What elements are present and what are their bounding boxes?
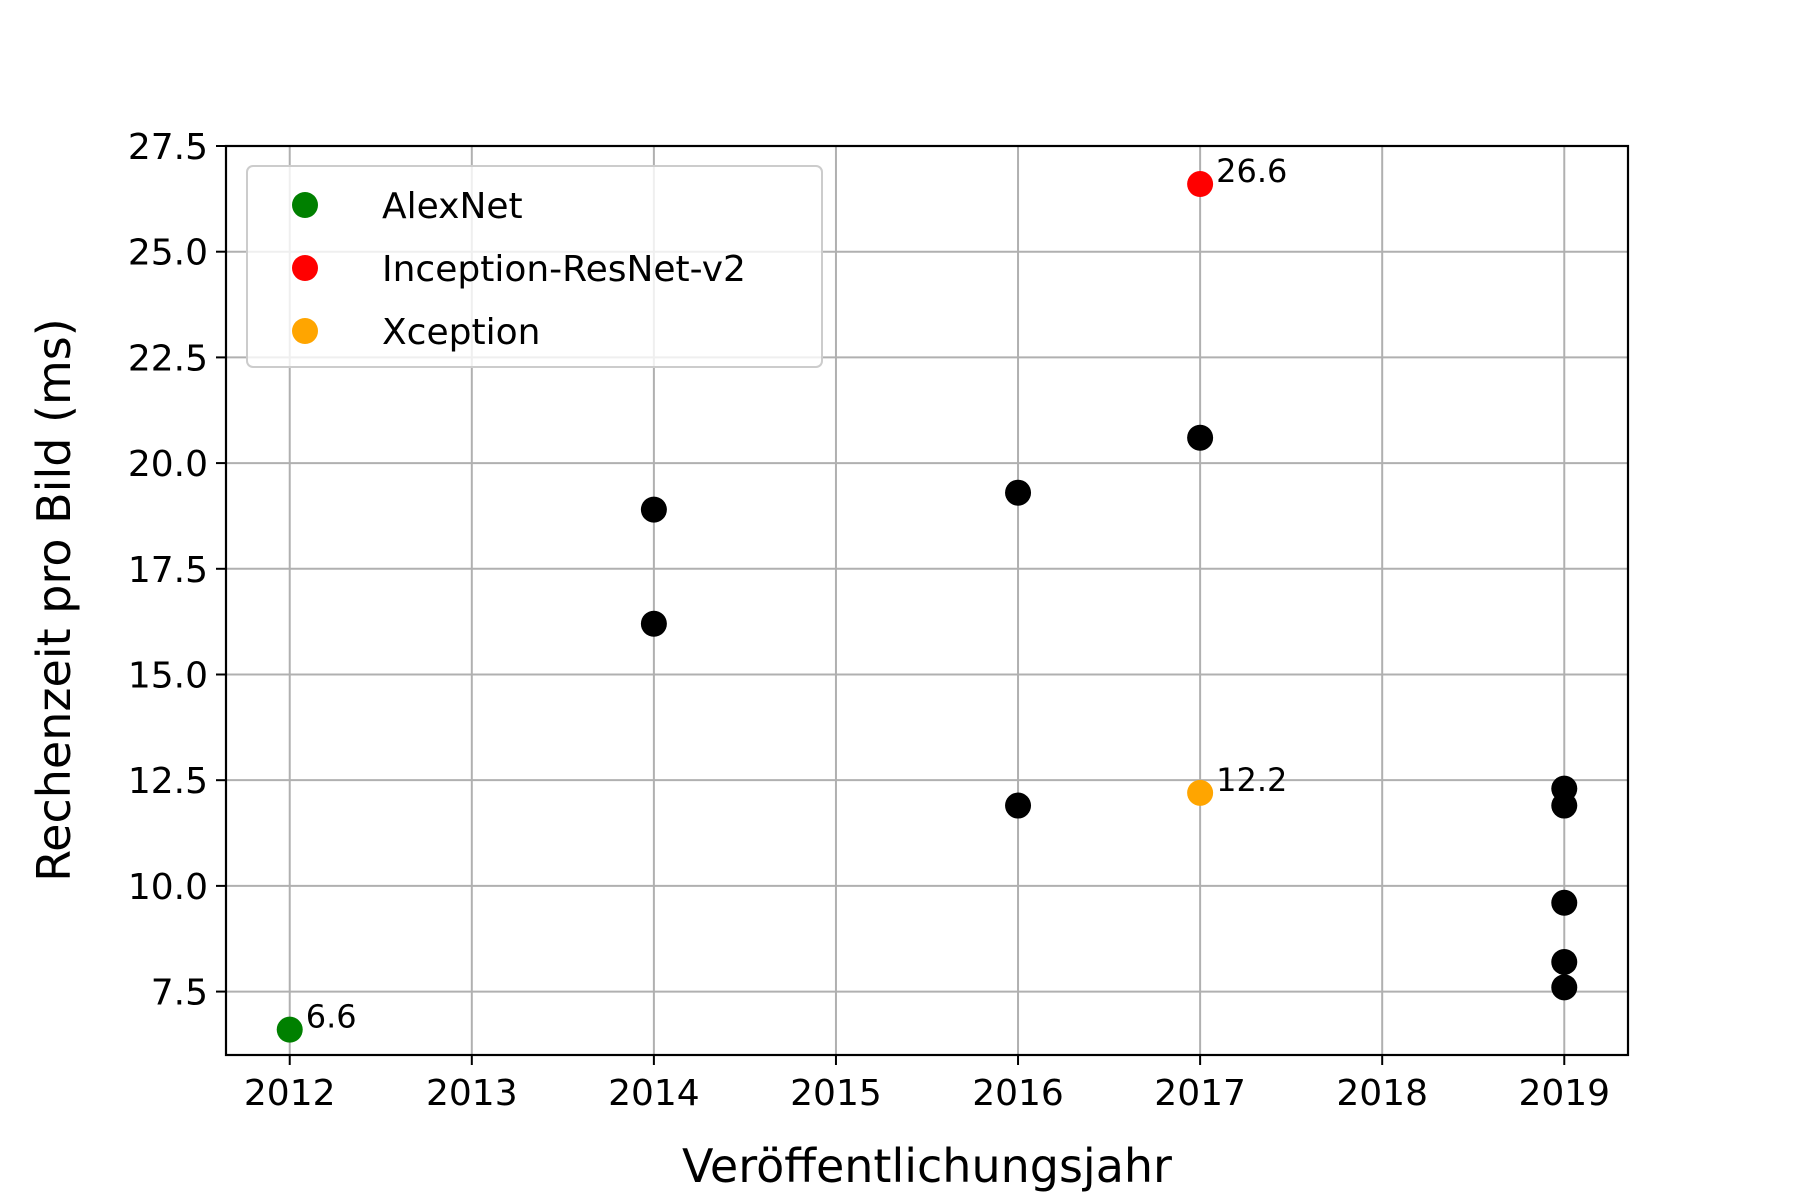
- y-tick-label: 27.5: [128, 127, 208, 168]
- legend-entry-label: Inception-ResNet-v2: [382, 249, 746, 290]
- y-tick-label: 17.5: [128, 550, 208, 591]
- y-axis-label: Rechenzeit pro Bild (ms): [27, 318, 81, 881]
- legend: AlexNet Inception-ResNet-v2 Xception: [246, 165, 823, 368]
- x-tick-label: 2019: [1518, 1073, 1610, 1114]
- y-tick-label: 20.0: [128, 444, 208, 485]
- x-tick-label: 2018: [1336, 1073, 1428, 1114]
- y-tick-label: 7.5: [151, 973, 208, 1014]
- data-point: [1551, 889, 1578, 916]
- data-point: [1551, 974, 1578, 1001]
- data-point: [640, 610, 667, 637]
- y-tick-label: 10.0: [128, 867, 208, 908]
- axis-ticks: 2012 2013 2014 2015 2016 2017 2018 2019 7.5 10.0 1…: [128, 127, 1610, 1114]
- y-tick-label: 22.5: [128, 338, 208, 379]
- data-point: [1551, 792, 1578, 819]
- point-value-label: 6.6: [306, 998, 357, 1036]
- legend-entry-label: Xception: [382, 312, 540, 353]
- data-point: [640, 496, 667, 523]
- legend-marker: [292, 318, 318, 344]
- x-tick-label: 2014: [608, 1073, 700, 1114]
- data-point: [1187, 424, 1214, 451]
- legend-marker: [292, 255, 318, 281]
- legend-marker: [292, 192, 318, 218]
- data-point: [1551, 948, 1578, 975]
- legend-entry-label: AlexNet: [382, 186, 523, 227]
- highlighted-point: [1187, 779, 1214, 806]
- highlighted-point: [1187, 171, 1214, 198]
- legend-box: [246, 165, 823, 368]
- x-tick-label: 2013: [426, 1073, 518, 1114]
- data-point: [1005, 479, 1032, 506]
- x-tick-label: 2012: [244, 1073, 336, 1114]
- point-value-label: 26.6: [1216, 152, 1287, 190]
- y-tick-label: 15.0: [128, 655, 208, 696]
- y-tick-label: 25.0: [128, 233, 208, 274]
- highlighted-point: [276, 1016, 303, 1043]
- plot-frame: [224, 144, 1630, 1057]
- point-value-label: 12.2: [1216, 761, 1287, 799]
- data-points: 6.6 26.6 12.2: [276, 152, 1578, 1043]
- x-tick-label: 2017: [1154, 1073, 1246, 1114]
- x-tick-label: 2016: [972, 1073, 1064, 1114]
- y-tick-label: 12.5: [128, 761, 208, 802]
- data-point: [1005, 792, 1032, 819]
- x-axis-label: Veröffentlichungsjahr: [682, 1139, 1172, 1193]
- x-tick-label: 2015: [790, 1073, 882, 1114]
